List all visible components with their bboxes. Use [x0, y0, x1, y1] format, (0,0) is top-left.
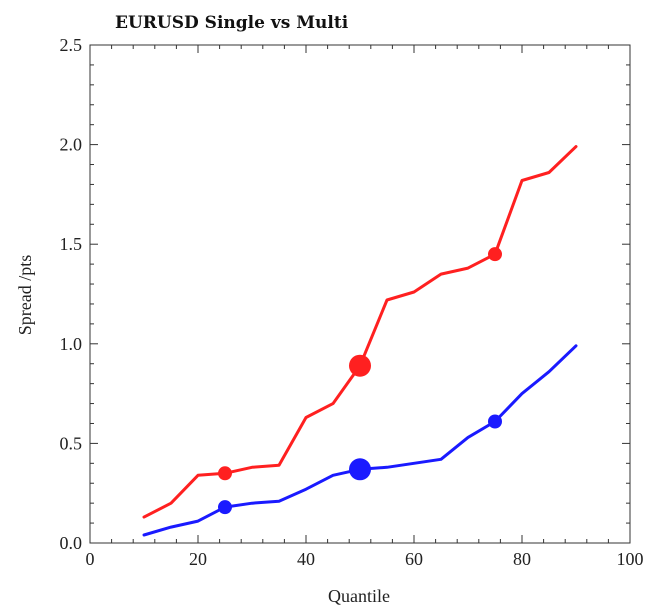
x-tick-label: 20 [189, 549, 207, 569]
quartile-marker-0 [349, 354, 371, 377]
y-tick-label: 0.0 [60, 533, 83, 553]
y-tick-label: 2.5 [60, 35, 83, 55]
x-tick-label: 0 [86, 549, 95, 569]
quartile-marker-1 [349, 458, 371, 481]
x-tick-label: 100 [617, 549, 644, 569]
y-tick-label: 1.0 [60, 334, 83, 354]
x-tick-label: 40 [297, 549, 315, 569]
plot-area: 0 20 40 60 80 100 0.0 0.5 1.0 1.5 2.0 2.5 [60, 35, 644, 569]
quartile-marker-1 [218, 500, 232, 515]
quartile-marker-0 [218, 466, 232, 481]
x-tick-label: 60 [405, 549, 423, 569]
x-tick-label: 80 [513, 549, 531, 569]
quartile-marker-1 [488, 414, 502, 429]
plot-frame [89, 44, 631, 544]
y-tick-label: 1.5 [60, 234, 83, 254]
y-axis-label: Spread /pts [15, 255, 35, 336]
chart-title: EURUSD Single vs Multi [115, 13, 349, 33]
y-tick-label: 0.5 [60, 433, 83, 453]
y-tick-label: 2.0 [60, 135, 83, 155]
quartile-marker-0 [488, 247, 502, 262]
x-axis-label: Quantile [328, 586, 390, 606]
